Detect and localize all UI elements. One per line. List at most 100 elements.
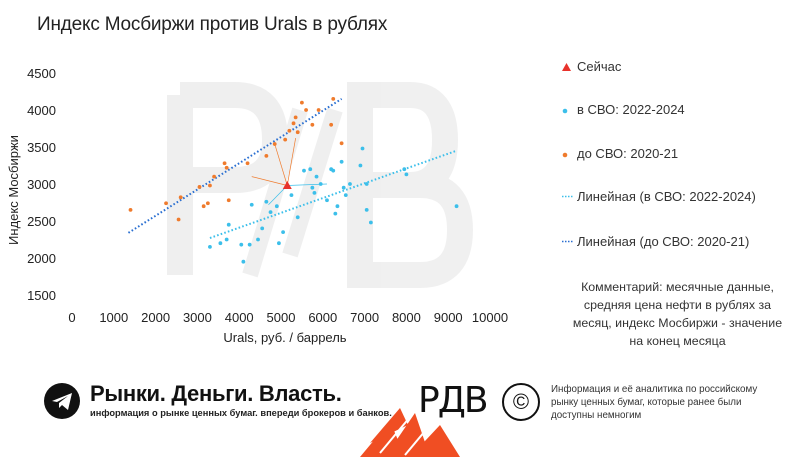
trendline-pre	[127, 98, 343, 234]
point-pre	[339, 141, 344, 146]
point-pre	[316, 108, 321, 112]
x-tick-label: 7000	[350, 310, 379, 325]
point-svo	[268, 210, 273, 215]
point-pre	[205, 201, 210, 206]
legend-label-svo: в СВО: 2022-2024	[577, 102, 685, 117]
x-tick-label: 9000	[434, 310, 463, 325]
point-svo	[310, 185, 315, 190]
point-svo	[247, 242, 252, 247]
decorative-pattern-icon	[360, 408, 460, 457]
point-pre	[208, 183, 212, 188]
point-svo	[348, 182, 352, 186]
x-axis-label: Urals, руб. / баррель	[223, 330, 346, 345]
annotation-arrow	[251, 176, 288, 186]
point-pre	[300, 100, 304, 105]
x-tick-label: 2000	[141, 310, 170, 325]
point-svo	[368, 220, 373, 225]
copyright-icon: ©	[502, 383, 540, 421]
annotation-arrow	[286, 138, 296, 186]
y-tick-label: 2500	[27, 214, 56, 229]
watermark-logo	[167, 82, 474, 288]
point-svo	[264, 199, 269, 204]
point-pre	[310, 122, 315, 127]
point-pre	[245, 161, 250, 166]
x-tick-label: 4000	[225, 310, 254, 325]
point-svo	[325, 198, 329, 203]
point-pre	[212, 174, 217, 179]
point-svo	[295, 215, 300, 220]
point-svo	[277, 241, 281, 246]
y-tick-label: 2000	[27, 251, 56, 266]
legend-label-now: Сейчас	[577, 59, 622, 74]
point-svo	[364, 208, 369, 212]
point-svo	[358, 163, 363, 168]
y-tick-label: 4000	[27, 103, 56, 118]
telegram-icon	[44, 383, 80, 419]
point-svo	[454, 204, 459, 209]
trendline-svo	[209, 149, 457, 239]
point-svo	[281, 230, 285, 235]
point-svo	[289, 193, 294, 198]
point-svo	[249, 202, 254, 207]
x-tick-label: 3000	[183, 310, 212, 325]
point-svo	[226, 222, 231, 227]
legend-label-trend-pre: Линейная (до СВО: 2020-21)	[577, 234, 750, 249]
point-svo	[218, 241, 223, 246]
x-tick-label: 6000	[308, 310, 337, 325]
point-pre	[295, 130, 300, 135]
rdv-logo: РДВ	[418, 380, 489, 421]
y-tick-label: 3000	[27, 177, 56, 192]
point-svo	[308, 167, 313, 172]
point-svo	[402, 167, 407, 172]
point-svo	[318, 182, 323, 186]
legend-label-trend-svo: Линейная (в СВО: 2022-2024)	[577, 189, 756, 204]
point-pre	[287, 128, 292, 133]
point-svo	[341, 185, 346, 190]
point-svo	[224, 237, 229, 242]
y-axis-label: Индекс Мосбиржи	[6, 135, 21, 245]
point-svo	[260, 226, 265, 231]
y-tick-label: 3500	[27, 140, 56, 155]
point-svo	[333, 211, 338, 216]
point-pre	[224, 165, 229, 170]
point-pre	[291, 121, 296, 126]
point-svo	[404, 172, 409, 177]
x-tick-label: 0	[68, 310, 75, 325]
scatter-chart: 1500 2000 2500 3000 3500 4000 4500 0 1000 2000 300…	[6, 66, 508, 345]
brand-name: Рынки. Деньги. Власть.	[90, 381, 342, 406]
point-pre	[176, 217, 181, 222]
footer	[0, 370, 800, 457]
point-svo	[339, 159, 344, 164]
annotation-arrow	[274, 143, 288, 186]
point-pre	[226, 198, 231, 203]
point-pre	[329, 122, 334, 127]
point-pre	[178, 195, 183, 200]
point-pre	[264, 153, 269, 158]
point-svo	[314, 174, 319, 179]
legend-label-pre: до СВО: 2020-21	[577, 146, 679, 161]
point-svo	[274, 204, 279, 209]
point-svo	[208, 245, 212, 249]
point-pre	[293, 115, 298, 120]
dotted-line-icon	[562, 195, 574, 198]
circle-marker-icon	[562, 152, 568, 158]
point-pre	[222, 161, 227, 166]
x-tick-label: 8000	[392, 310, 421, 325]
point-pre	[201, 204, 206, 209]
point-svo	[331, 168, 336, 173]
dotted-line-icon	[562, 240, 574, 243]
point-svo	[364, 182, 369, 186]
point-svo	[360, 146, 365, 151]
point-pre	[128, 208, 133, 212]
triangle-marker-icon	[562, 63, 571, 71]
point-pre	[304, 108, 308, 112]
point-pre	[283, 137, 288, 142]
chart-comment: Комментарий: месячные данные, средняя це…	[572, 280, 783, 348]
footer-note: Информация и её аналитика по российскому…	[551, 384, 758, 421]
point-svo	[343, 193, 348, 198]
brand-tagline: информация о рынке ценных бумаг. впереди…	[90, 408, 392, 418]
point-svo	[256, 237, 260, 242]
point-svo	[241, 259, 246, 264]
x-tick-label: 10000	[472, 310, 508, 325]
point-pre	[331, 97, 336, 101]
